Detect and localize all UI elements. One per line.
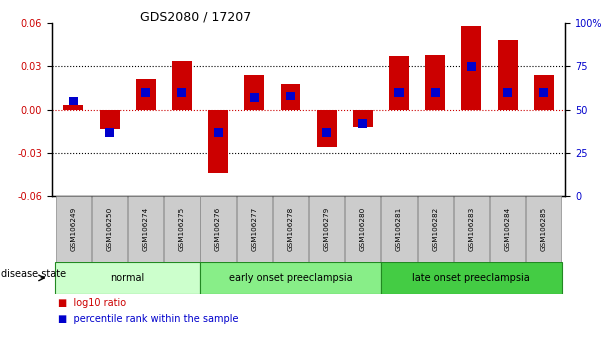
Bar xyxy=(425,55,445,110)
Bar xyxy=(353,110,373,127)
Bar xyxy=(497,40,517,110)
Bar xyxy=(213,128,223,137)
Bar xyxy=(467,62,476,71)
Text: ■  log10 ratio: ■ log10 ratio xyxy=(58,298,126,308)
Text: GSM106278: GSM106278 xyxy=(288,207,294,251)
FancyBboxPatch shape xyxy=(237,196,272,262)
Bar xyxy=(286,92,295,100)
Text: GSM106277: GSM106277 xyxy=(251,207,257,251)
FancyBboxPatch shape xyxy=(381,196,416,262)
Text: GSM106279: GSM106279 xyxy=(323,207,330,251)
Text: GSM106283: GSM106283 xyxy=(468,207,474,251)
Bar xyxy=(244,75,264,110)
Bar xyxy=(141,88,150,97)
FancyBboxPatch shape xyxy=(56,196,91,262)
FancyBboxPatch shape xyxy=(418,196,453,262)
Text: GSM106280: GSM106280 xyxy=(360,207,366,251)
Text: GSM106275: GSM106275 xyxy=(179,207,185,251)
FancyBboxPatch shape xyxy=(92,196,127,262)
Text: normal: normal xyxy=(111,273,145,283)
Bar xyxy=(105,128,114,137)
Bar xyxy=(208,110,228,173)
Text: early onset preeclampsia: early onset preeclampsia xyxy=(229,273,352,283)
FancyBboxPatch shape xyxy=(55,262,200,294)
Bar xyxy=(172,61,192,110)
Text: disease state: disease state xyxy=(1,269,66,279)
FancyBboxPatch shape xyxy=(345,196,381,262)
Text: GSM106282: GSM106282 xyxy=(432,207,438,251)
FancyBboxPatch shape xyxy=(200,262,381,294)
Bar xyxy=(100,110,120,129)
FancyBboxPatch shape xyxy=(164,196,199,262)
Bar xyxy=(250,93,259,102)
Bar xyxy=(322,128,331,137)
FancyBboxPatch shape xyxy=(128,196,164,262)
Text: GSM106284: GSM106284 xyxy=(505,207,511,251)
Bar xyxy=(63,105,83,110)
Bar xyxy=(178,88,187,97)
FancyBboxPatch shape xyxy=(454,196,489,262)
Bar xyxy=(389,56,409,110)
Text: GSM106281: GSM106281 xyxy=(396,207,402,251)
Text: GSM106276: GSM106276 xyxy=(215,207,221,251)
Text: GSM106285: GSM106285 xyxy=(541,207,547,251)
Bar xyxy=(395,88,404,97)
Bar xyxy=(358,119,367,128)
Text: GSM106250: GSM106250 xyxy=(106,207,112,251)
FancyBboxPatch shape xyxy=(273,196,308,262)
Bar xyxy=(539,88,548,97)
Text: GSM106274: GSM106274 xyxy=(143,207,149,251)
Bar xyxy=(280,84,300,110)
Text: GDS2080 / 17207: GDS2080 / 17207 xyxy=(140,11,251,24)
FancyBboxPatch shape xyxy=(526,196,561,262)
Bar xyxy=(136,79,156,110)
Text: late onset preeclampsia: late onset preeclampsia xyxy=(412,273,530,283)
Bar xyxy=(534,75,554,110)
Bar xyxy=(317,110,337,147)
FancyBboxPatch shape xyxy=(381,262,562,294)
FancyBboxPatch shape xyxy=(490,196,525,262)
FancyBboxPatch shape xyxy=(309,196,344,262)
Bar xyxy=(461,26,482,110)
Text: GSM106249: GSM106249 xyxy=(71,207,77,251)
Bar xyxy=(430,88,440,97)
Bar xyxy=(503,88,512,97)
Bar xyxy=(69,97,78,105)
FancyBboxPatch shape xyxy=(201,196,236,262)
Text: ■  percentile rank within the sample: ■ percentile rank within the sample xyxy=(58,314,238,324)
